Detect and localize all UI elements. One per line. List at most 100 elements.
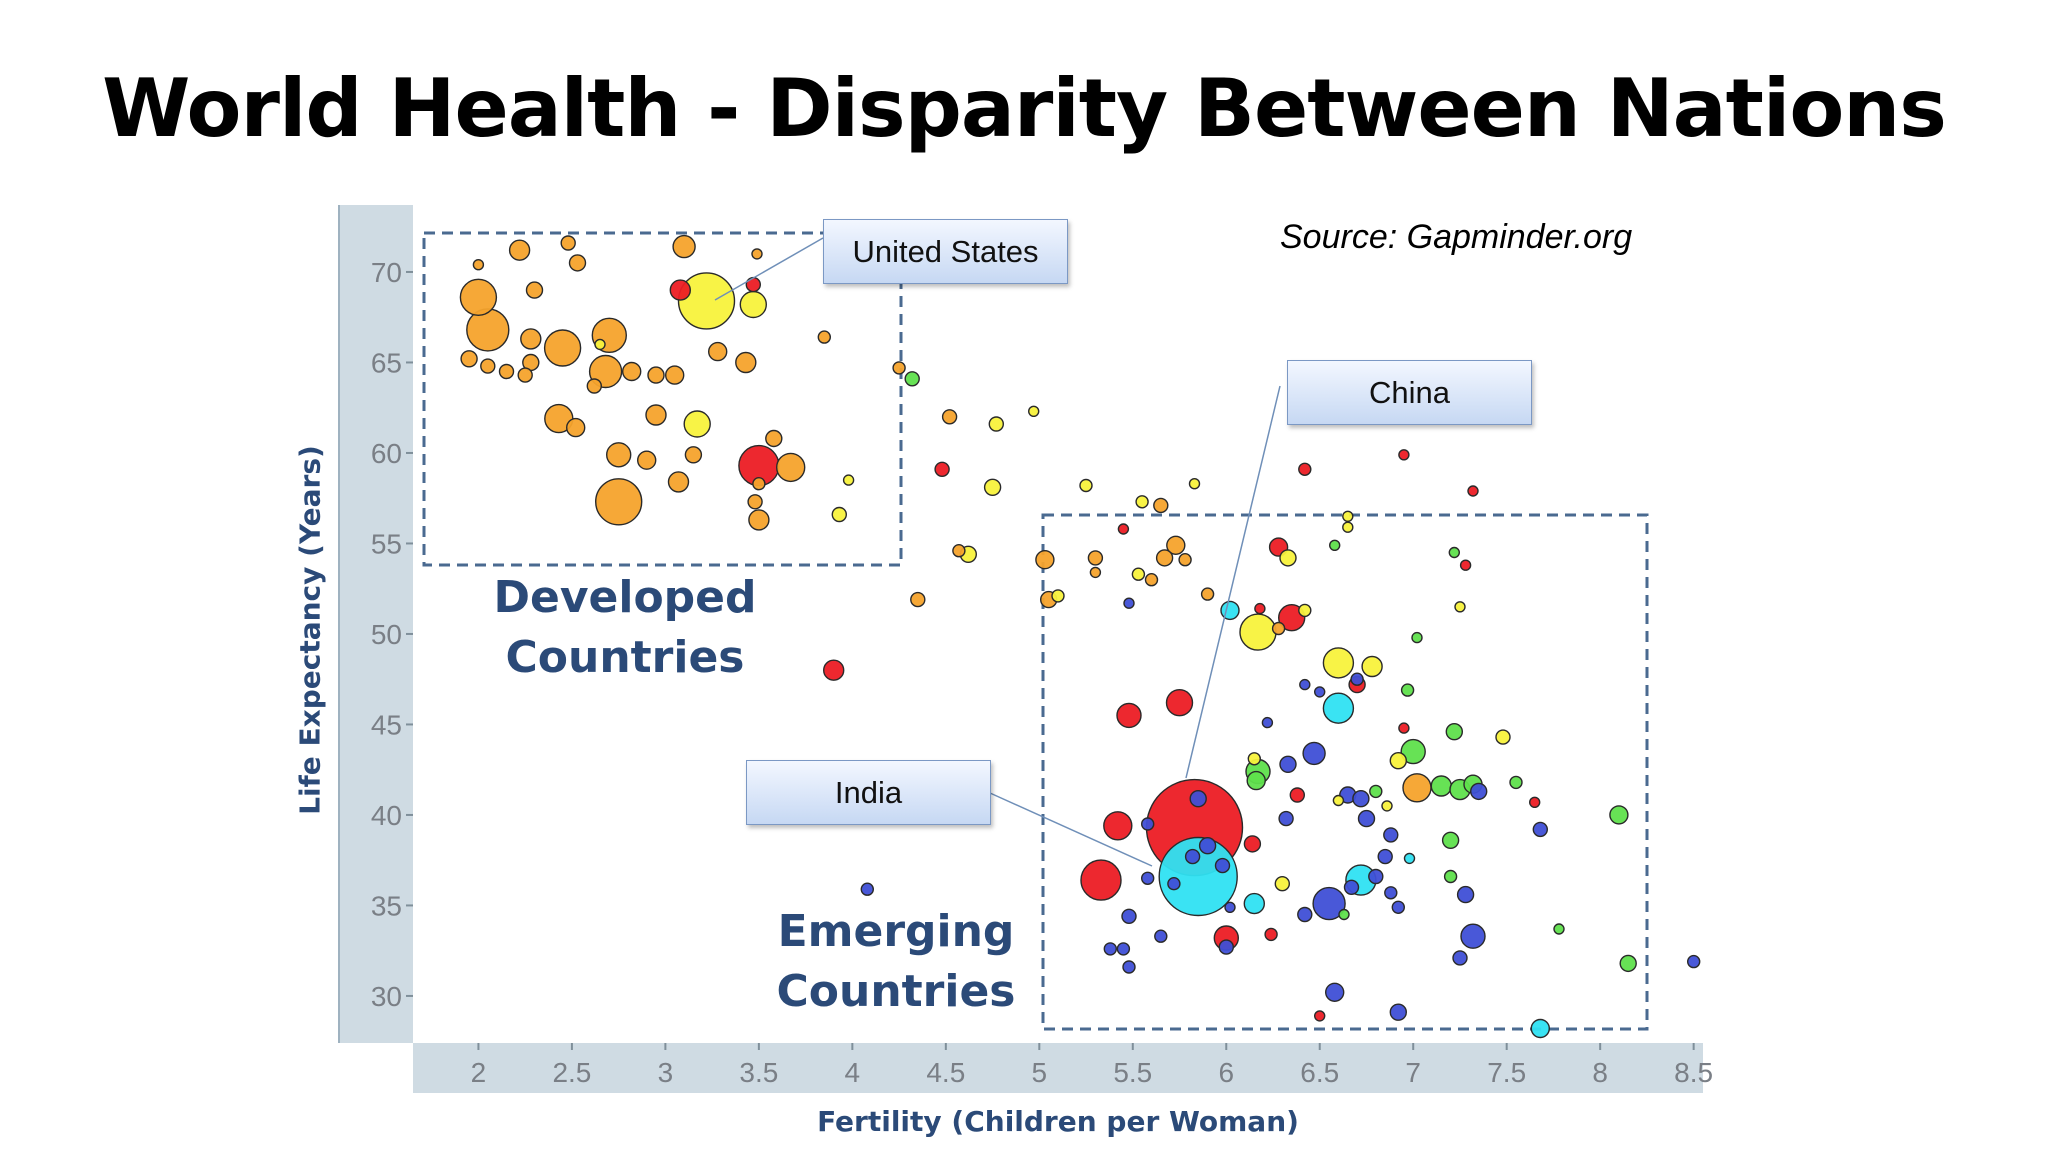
data-point — [1342, 510, 1354, 522]
data-point — [595, 478, 643, 526]
x-tick-label: 7.5 — [1487, 1057, 1526, 1088]
data-points — [459, 234, 1701, 1039]
data-point — [1332, 794, 1345, 807]
data-point — [1445, 723, 1464, 741]
data-point — [1254, 602, 1266, 615]
data-point — [669, 279, 691, 301]
emerging-countries-label: Emerging Countries — [776, 906, 1016, 1017]
data-point — [752, 477, 766, 491]
data-point — [904, 371, 920, 387]
data-point — [1135, 495, 1149, 509]
x-tick-label: 4 — [845, 1057, 861, 1088]
data-point — [1166, 535, 1186, 555]
data-point — [1383, 827, 1399, 843]
data-point — [1080, 859, 1122, 901]
data-point — [472, 259, 485, 271]
data-point — [672, 234, 696, 259]
y-tick-label: 70 — [371, 257, 402, 288]
data-point — [739, 290, 767, 319]
data-point — [1398, 722, 1410, 734]
y-tick-label: 65 — [371, 347, 402, 378]
data-point — [1103, 942, 1118, 956]
data-point — [568, 254, 587, 272]
data-point — [637, 450, 657, 470]
x-axis-ticks: 2 2.5 3 3.5 4 4.5 5 5.5 6 6.5 7 7.5 8 8.5 — [471, 1043, 1713, 1088]
x-tick-label: 5 — [1032, 1057, 1048, 1088]
data-point — [1153, 497, 1169, 514]
data-point — [1289, 787, 1306, 803]
data-point — [1051, 589, 1065, 603]
data-point — [1532, 821, 1549, 838]
data-point — [1246, 770, 1266, 791]
y-axis-bar — [338, 205, 413, 1043]
data-point — [735, 351, 757, 374]
data-point — [1117, 523, 1130, 535]
data-point — [952, 544, 966, 558]
data-point — [1155, 549, 1174, 567]
y-tick-label: 40 — [371, 800, 402, 831]
data-point — [677, 272, 736, 330]
y-axis-title: Life Expectancy (Years) — [293, 445, 327, 815]
data-point — [941, 409, 958, 425]
x-tick-label: 3.5 — [739, 1057, 778, 1088]
x-axis-title: Fertility (Children per Woman) — [817, 1105, 1299, 1138]
callout-china: China — [1287, 360, 1532, 425]
data-point — [1154, 929, 1168, 943]
data-point — [683, 410, 711, 438]
x-tick-label: 3 — [658, 1057, 674, 1088]
data-point — [1131, 567, 1146, 581]
data-point — [983, 478, 1002, 496]
data-point — [1381, 800, 1393, 812]
india-leader-line — [989, 792, 1153, 867]
data-point — [1553, 923, 1565, 935]
data-point — [823, 659, 845, 681]
data-point — [1384, 886, 1398, 900]
data-point — [560, 235, 576, 251]
data-point — [892, 361, 906, 375]
data-point — [747, 494, 763, 510]
data-point — [1279, 549, 1297, 567]
data-point — [1361, 655, 1383, 678]
x-tick-label: 2 — [471, 1057, 487, 1088]
data-point — [1400, 683, 1415, 697]
data-point — [748, 509, 770, 531]
data-point — [776, 452, 806, 483]
data-point — [1467, 485, 1479, 497]
data-point — [1274, 876, 1291, 892]
data-point — [1509, 775, 1523, 790]
data-point — [517, 367, 533, 383]
data-point — [831, 506, 847, 523]
data-point — [645, 404, 667, 426]
data-point — [1338, 908, 1350, 921]
data-point — [1430, 775, 1453, 797]
data-point — [1298, 603, 1312, 618]
data-point — [1369, 784, 1383, 799]
y-tick-label: 55 — [371, 528, 402, 559]
data-point — [1188, 478, 1201, 490]
data-point — [1122, 960, 1136, 974]
data-point — [1352, 790, 1370, 808]
data-point — [1184, 848, 1201, 865]
data-point — [1302, 741, 1326, 766]
data-point — [1441, 831, 1460, 849]
data-point — [606, 442, 632, 468]
us-leader-line — [714, 237, 824, 301]
data-point — [1443, 869, 1458, 884]
y-tick-label: 35 — [371, 890, 402, 921]
data-point — [1456, 885, 1475, 904]
data-point — [745, 276, 761, 293]
data-point — [1528, 796, 1541, 808]
data-point — [1224, 901, 1236, 913]
x-tick-label: 5.5 — [1113, 1057, 1152, 1088]
data-point — [1343, 879, 1360, 895]
data-point — [1495, 729, 1511, 745]
data-point — [842, 474, 855, 486]
data-point — [498, 363, 515, 380]
data-point — [1402, 773, 1432, 803]
developed-countries-label: Developed Countries — [493, 572, 757, 683]
data-point — [1454, 601, 1466, 613]
x-axis-bar — [413, 1043, 1703, 1093]
data-point — [1609, 805, 1629, 825]
data-point — [1297, 906, 1313, 923]
